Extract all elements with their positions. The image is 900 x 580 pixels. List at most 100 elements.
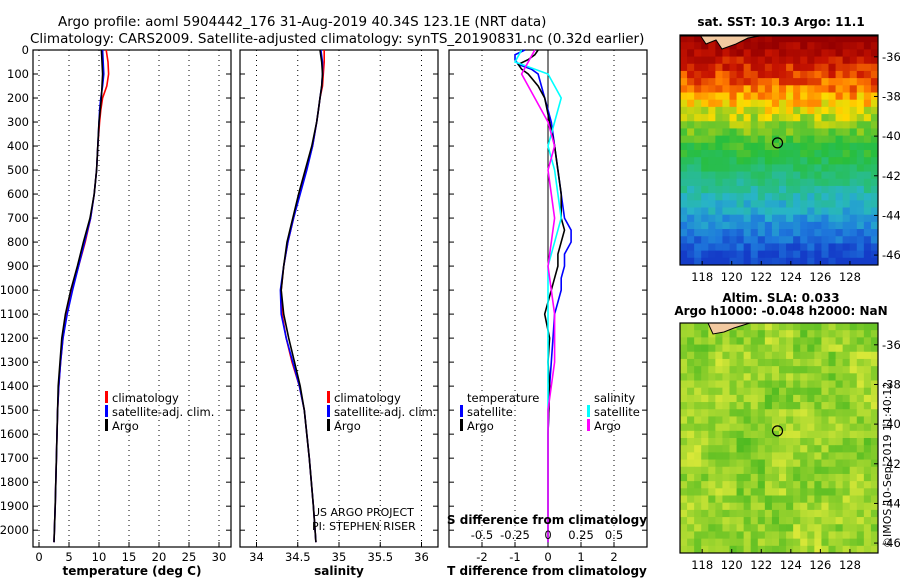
map-cell	[680, 157, 688, 165]
map-cell	[821, 538, 829, 547]
map-cell	[793, 78, 801, 86]
map-cell	[849, 351, 858, 360]
map-cell	[807, 509, 815, 518]
map-cell	[694, 229, 702, 237]
map-cell	[680, 121, 688, 129]
map-cell	[814, 423, 822, 432]
map-cell	[680, 49, 688, 58]
map-cell	[849, 49, 858, 58]
map-cell	[793, 488, 801, 496]
map-cell	[828, 114, 837, 122]
map-cell	[870, 481, 879, 489]
map-cell	[743, 221, 752, 230]
map-cell	[729, 351, 738, 360]
map-cell	[722, 250, 730, 259]
map-cell	[771, 135, 780, 144]
sst-lat-tick-labels: -36-38-40-42-44-46	[874, 50, 900, 262]
map-cell	[800, 524, 808, 532]
map-cell	[757, 56, 766, 65]
map-cell	[800, 387, 808, 396]
map-cell	[835, 416, 844, 425]
map-cell	[701, 423, 709, 432]
map-cell	[687, 257, 695, 266]
map-cell	[835, 63, 844, 72]
map-cell	[750, 531, 759, 540]
map-cell	[680, 481, 688, 489]
map-cell	[863, 430, 872, 439]
map-cell	[687, 128, 695, 137]
map-cell	[715, 106, 723, 115]
legend-argo: Argo	[112, 419, 139, 433]
map-cell	[779, 99, 787, 108]
map-cell	[849, 394, 858, 403]
title-line-2: Climatology: CARS2009. Satellite-adjuste…	[30, 31, 644, 47]
map-cell	[800, 250, 808, 259]
map-cell	[814, 330, 822, 338]
map-cell	[870, 351, 879, 360]
map-cell	[694, 92, 702, 101]
map-cell	[814, 502, 822, 511]
map-cell	[715, 538, 723, 547]
map-cell	[701, 473, 709, 482]
map-cell	[786, 214, 794, 223]
map-cell	[814, 193, 822, 201]
lon-tick-label: 120	[721, 558, 743, 572]
map-cell	[715, 243, 723, 252]
map-cell	[694, 387, 702, 396]
map-cell	[743, 351, 752, 360]
map-cell	[757, 200, 766, 208]
map-cell	[722, 438, 730, 446]
map-cell	[842, 193, 851, 201]
map-cell	[828, 445, 837, 453]
map-cell	[694, 430, 702, 439]
map-cell	[800, 495, 808, 504]
map-cell	[729, 330, 738, 338]
map-cell	[786, 114, 794, 122]
map-cell	[750, 128, 759, 137]
map-cell	[715, 416, 723, 425]
map-cell	[786, 121, 794, 129]
sla-map-title-2: Argo h1000: -0.048 h2000: NaN	[674, 304, 887, 318]
map-cell	[779, 337, 787, 346]
map-cell	[715, 150, 723, 158]
map-cell	[736, 85, 745, 93]
map-cell	[779, 106, 787, 115]
map-cell	[680, 387, 688, 396]
map-cell	[779, 358, 787, 367]
map-cell	[743, 531, 752, 540]
map-cell	[786, 445, 794, 453]
map-cell	[687, 207, 695, 216]
map-cell	[736, 452, 745, 461]
map-cell	[736, 185, 745, 194]
map-cell	[701, 229, 709, 237]
map-cell	[814, 56, 822, 65]
map-cell	[743, 524, 752, 532]
depth-tick-label: 1900	[0, 499, 29, 513]
legend-swatch-argo	[105, 419, 108, 431]
map-cell	[722, 409, 730, 417]
map-cell	[687, 481, 695, 489]
map-cell	[757, 99, 766, 108]
map-cell	[701, 150, 709, 158]
map-cell	[786, 128, 794, 137]
lon-tick-label: 122	[750, 558, 772, 572]
map-cell	[694, 135, 702, 144]
map-cell	[786, 466, 794, 475]
map-cell	[814, 178, 822, 187]
map-cell	[807, 236, 815, 244]
map-cell	[771, 545, 780, 554]
map-cell	[814, 42, 822, 50]
map-cell	[687, 473, 695, 482]
map-cell	[849, 438, 858, 446]
map-cell	[842, 121, 851, 129]
map-cell	[764, 135, 773, 144]
map-cell	[694, 150, 702, 158]
map-cell	[708, 524, 716, 532]
map-cell	[856, 337, 865, 346]
map-cell	[821, 387, 829, 396]
map-cell	[835, 323, 844, 331]
map-cell	[771, 430, 780, 439]
map-cell	[849, 373, 858, 381]
map-cell	[842, 42, 851, 50]
map-cell	[771, 445, 780, 453]
